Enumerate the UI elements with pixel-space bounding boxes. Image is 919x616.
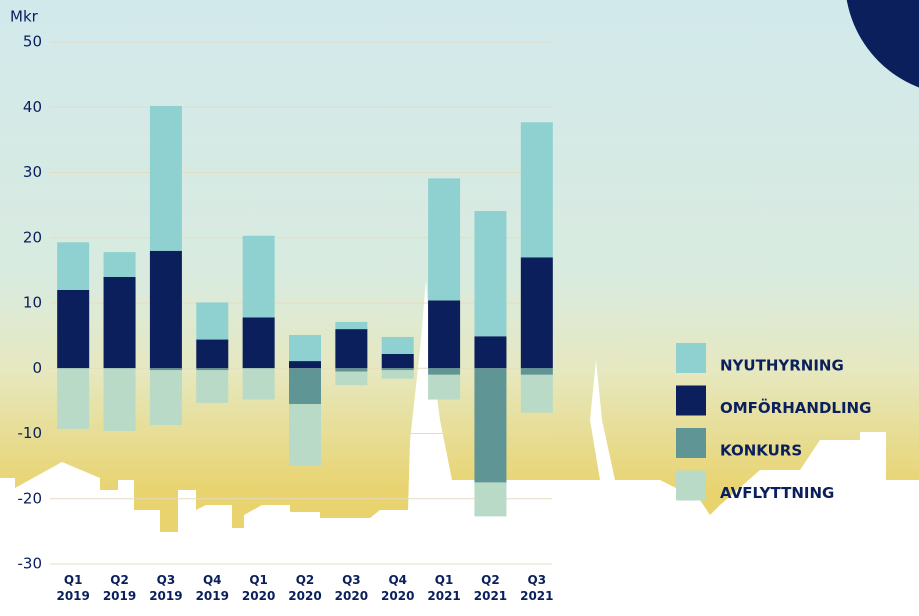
legend-label: KONKURS [720,442,802,460]
bar-segment [149,370,182,426]
y-tick-label: 20 [23,228,42,246]
x-tick-label: Q1 2019 [56,573,90,603]
bar-segment [57,242,90,290]
bar-segment [381,336,414,354]
y-tick-label: 30 [23,163,42,181]
bar-segment [289,404,321,466]
bar-segment [381,353,414,369]
legend-label: AVFLYTTNING [720,484,834,502]
bar-segment [474,482,507,517]
bar-segment [242,235,275,318]
bar-segment [289,334,321,362]
y-tick-label: -20 [18,489,43,507]
bar-segment [381,368,414,371]
bar-segment [196,368,229,371]
bar-segment [520,368,553,375]
bar-segment [428,178,461,301]
x-tick-label: Q2 2021 [473,573,508,603]
x-tick-label: Q2 2019 [102,573,137,603]
legend-label: NYUTHYRNING [720,357,844,375]
bar-segment [474,368,507,483]
legend-swatch [676,343,706,373]
bar-segment [149,250,182,369]
bar-segment [428,368,461,375]
x-tick-label: Q3 2021 [520,573,554,603]
x-tick-label: Q1 2021 [427,573,461,603]
bar-segment [242,368,275,400]
x-tick-label: Q2 2020 [288,573,322,603]
y-tick-label: 0 [32,359,42,377]
bar-segment [335,368,368,372]
bar-segment [520,122,553,258]
bar-segment [149,105,182,251]
skyline [0,280,919,616]
bar-segment [196,339,229,369]
bar-segment [520,257,553,369]
x-tick-label: Q3 2020 [334,573,369,603]
y-tick-label: 40 [23,98,42,116]
bar-segment [196,302,229,340]
bar-segment [103,368,136,431]
bar-segment [381,370,414,379]
y-tick-label: -10 [18,424,43,442]
bar-segment [196,370,229,403]
y-tick-label: 10 [23,294,42,312]
x-tick-label: Q3 2019 [149,573,183,603]
legend-label: OMFÖRHANDLING [720,398,871,417]
bar-segment [474,210,507,337]
bar-segment [335,371,368,386]
bar-segment [289,361,321,369]
bar-segment [520,374,553,413]
y-axis-title: Mkr [10,8,39,26]
bar-segment [335,329,368,369]
bar-segment [428,300,461,369]
bar-segment [103,276,136,369]
bar-segment [428,374,461,400]
bar-segment [289,368,321,405]
bar-segment [103,252,136,277]
legend-swatch [676,470,706,501]
legend-swatch [676,428,706,458]
y-tick-label: 50 [23,33,42,51]
legend-swatch [676,385,706,416]
bar-segment [149,368,182,371]
bar-segment [335,321,368,330]
decor-circle [846,0,919,88]
x-tick-label: Q4 2020 [381,573,415,603]
x-tick-label: Q4 2019 [195,573,229,603]
bar-segment [474,336,507,369]
bar-segment [242,317,275,369]
x-tick-label: Q1 2020 [241,573,276,603]
bar-segment [57,368,90,429]
y-tick-label: -30 [18,555,43,573]
bar-segment [57,289,90,369]
